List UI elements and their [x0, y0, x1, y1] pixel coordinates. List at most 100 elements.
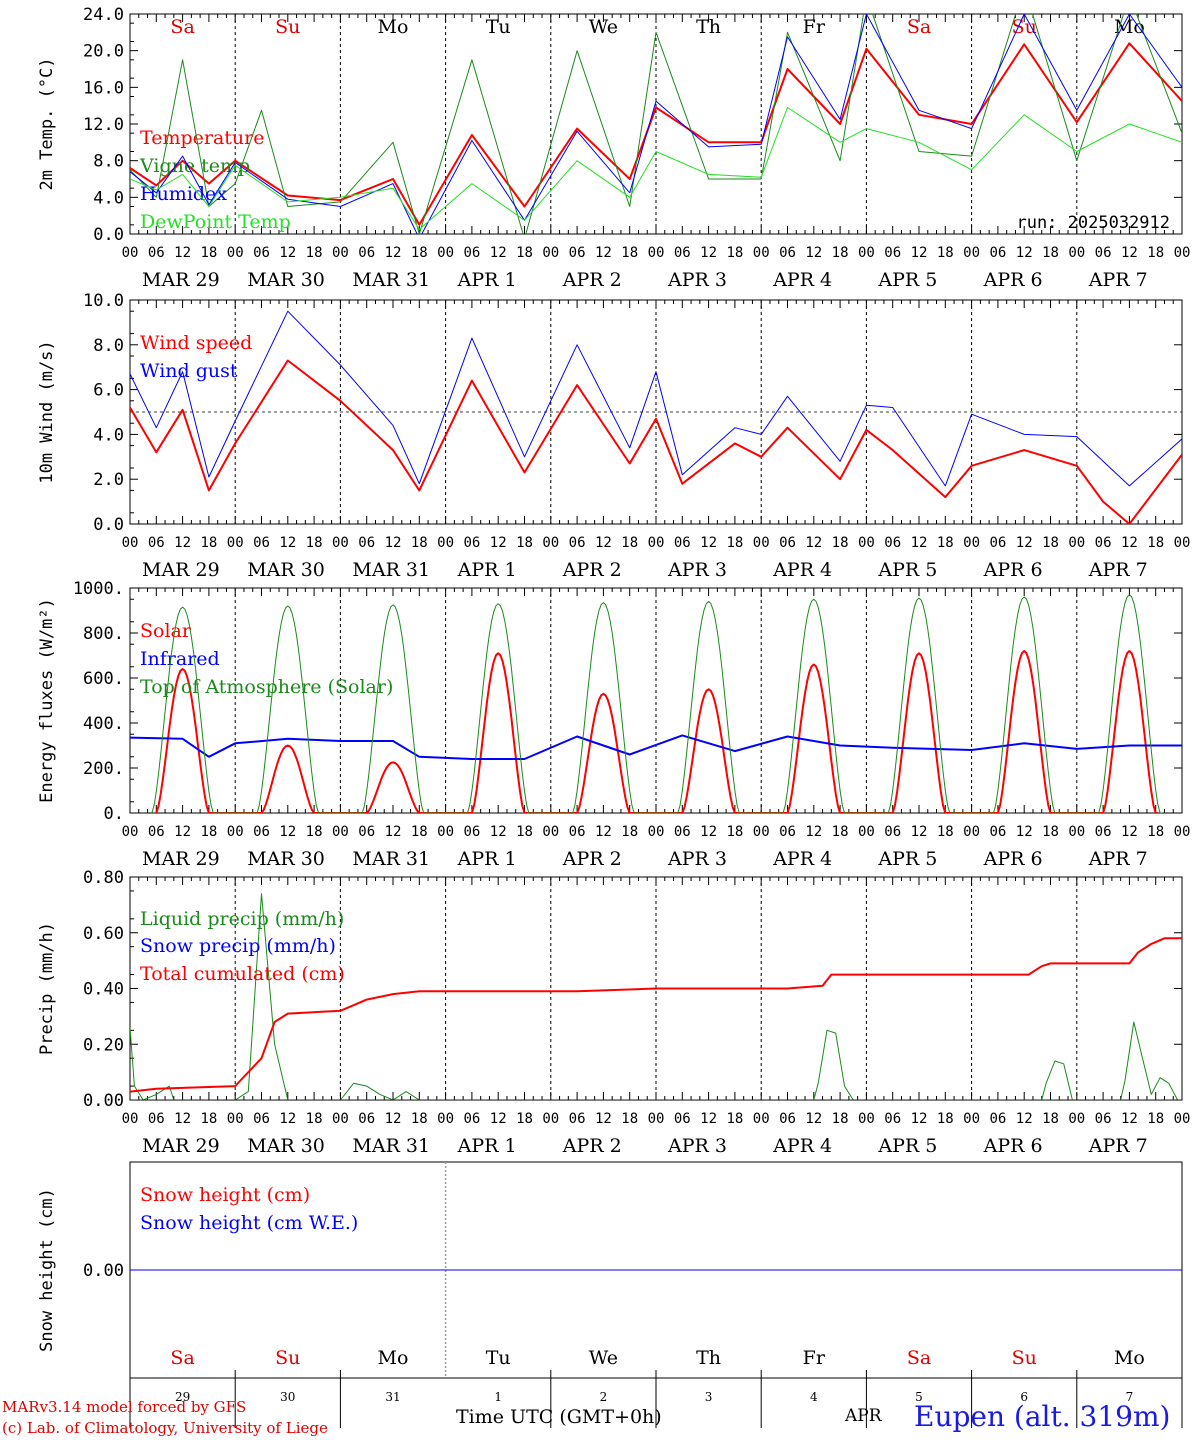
y-tick-label: 16.0 — [83, 78, 124, 98]
hour-label: 12 — [385, 824, 402, 840]
date-label: APR 1 — [457, 848, 517, 870]
hour-label: 06 — [569, 824, 586, 840]
plot-frame-2 — [129, 587, 1183, 814]
hour-label: 00 — [122, 824, 139, 840]
date-label: APR 7 — [1088, 1135, 1148, 1157]
hour-label: 12 — [700, 245, 717, 261]
hour-label: 18 — [1042, 535, 1059, 551]
hour-label: 18 — [1147, 535, 1164, 551]
date-label: APR 6 — [983, 269, 1043, 291]
hour-label: 18 — [832, 824, 849, 840]
y-tick-label: 12.0 — [83, 115, 124, 135]
hour-label: 18 — [306, 824, 323, 840]
hour-label: 12 — [279, 824, 296, 840]
hour-label: 00 — [332, 535, 349, 551]
series-line-wind-gust — [130, 310, 1182, 487]
hour-label: 06 — [779, 824, 796, 840]
hour-label: 12 — [595, 535, 612, 551]
legend-entry: Temperature — [140, 127, 264, 149]
hour-label: 06 — [1095, 1111, 1112, 1127]
hour-label: 06 — [884, 1111, 901, 1127]
legend-entry: Snow height (cm) — [140, 1184, 310, 1206]
date-label: APR 3 — [667, 269, 727, 291]
legend-entry: Wind speed — [140, 332, 252, 354]
y-axis-label: Snow height (cm) — [37, 1188, 57, 1352]
hour-label: 12 — [490, 535, 507, 551]
legend-entry: Infrared — [140, 648, 220, 670]
hour-label: 18 — [1042, 245, 1059, 261]
legend-entry: Wind gust — [140, 360, 238, 382]
date-label: MAR 31 — [352, 1135, 430, 1157]
y-tick-label: 8.0 — [93, 152, 124, 172]
hour-label: 00 — [753, 535, 770, 551]
hour-label: 18 — [516, 535, 533, 551]
hour-label: 18 — [726, 535, 743, 551]
date-label: APR 4 — [772, 269, 832, 291]
date-label: APR 5 — [877, 848, 937, 870]
y-tick-label: 6.0 — [93, 381, 124, 401]
y-tick-label: 0.0 — [93, 515, 124, 535]
hour-label: 12 — [1121, 535, 1138, 551]
hour-label: 06 — [358, 245, 375, 261]
day-abbr: Th — [696, 1347, 721, 1369]
hour-label: 06 — [1095, 535, 1112, 551]
y-tick-label: 4.0 — [93, 188, 124, 208]
day-abbr: Sa — [170, 1347, 194, 1369]
hour-label: 18 — [516, 824, 533, 840]
hour-label: 00 — [753, 1111, 770, 1127]
hour-label: 12 — [174, 535, 191, 551]
hour-label: 06 — [253, 245, 270, 261]
hour-label: 12 — [911, 535, 928, 551]
hour-label: 06 — [1095, 824, 1112, 840]
legend-entry: Liquid precip (mm/h) — [140, 908, 344, 930]
hour-label: 06 — [463, 1111, 480, 1127]
hour-label: 12 — [490, 1111, 507, 1127]
hour-label: 12 — [700, 1111, 717, 1127]
date-label: MAR 29 — [142, 559, 220, 581]
date-label: MAR 30 — [247, 559, 325, 581]
hour-label: 06 — [1095, 245, 1112, 261]
hour-label: 18 — [726, 245, 743, 261]
hour-label: 00 — [437, 824, 454, 840]
hour-label: 18 — [621, 824, 638, 840]
model-credit: MARv3.14 model forced by GFS — [2, 1398, 247, 1416]
hour-label: 06 — [569, 535, 586, 551]
hour-label: 18 — [411, 245, 428, 261]
hour-label: 00 — [332, 824, 349, 840]
y-tick-label: 400. — [83, 714, 124, 734]
day-abbr: Fr — [803, 16, 826, 38]
date-label: APR 2 — [562, 559, 622, 581]
y-tick-label: 24.0 — [83, 5, 124, 25]
date-label: MAR 29 — [142, 1135, 220, 1157]
date-label: APR 3 — [667, 1135, 727, 1157]
hour-label: 12 — [595, 245, 612, 261]
day-abbr: Tu — [486, 1347, 511, 1369]
hour-label: 18 — [937, 245, 954, 261]
day-abbr: Mo — [378, 16, 409, 38]
date-label: MAR 30 — [247, 269, 325, 291]
hour-label: 00 — [753, 824, 770, 840]
hour-label: 00 — [648, 535, 665, 551]
date-label: APR 2 — [562, 848, 622, 870]
day-abbr: Mo — [378, 1347, 409, 1369]
day-abbr: Sa — [170, 16, 194, 38]
hour-label: 18 — [306, 1111, 323, 1127]
hour-label: 00 — [1068, 245, 1085, 261]
y-tick-label: 10.0 — [83, 291, 124, 311]
series-line-dewpoint-temp — [130, 107, 1182, 230]
hour-label: 06 — [674, 1111, 691, 1127]
hour-label: 12 — [911, 245, 928, 261]
hour-label: 18 — [726, 1111, 743, 1127]
day-number: 6 — [1020, 1390, 1028, 1404]
hour-label: 00 — [858, 535, 875, 551]
hour-label: 12 — [1016, 245, 1033, 261]
hour-label: 18 — [1147, 245, 1164, 261]
y-tick-label: 8.0 — [93, 336, 124, 356]
date-label: APR 2 — [562, 269, 622, 291]
hour-label: 00 — [437, 535, 454, 551]
hour-label: 00 — [963, 535, 980, 551]
date-label: APR 4 — [772, 1135, 832, 1157]
run-label: run: 2025032912 — [1016, 213, 1170, 233]
hour-label: 18 — [937, 1111, 954, 1127]
hour-label: 12 — [1016, 1111, 1033, 1127]
